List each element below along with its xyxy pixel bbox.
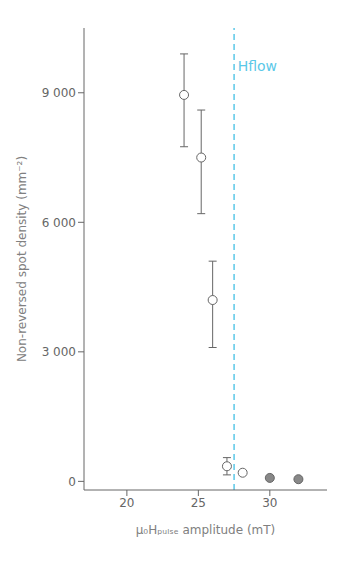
svg-text:30: 30 [262, 496, 277, 510]
svg-text:6 000: 6 000 [42, 216, 76, 230]
svg-text:20: 20 [119, 496, 134, 510]
svg-text:0: 0 [68, 475, 76, 489]
svg-text:Hflow: Hflow [238, 58, 277, 74]
svg-text:Non-reversed spot density (mm⁻: Non-reversed spot density (mm⁻²) [15, 156, 29, 362]
svg-text:μ₀Hₚᵤₗₛₑ amplitude (mT): μ₀Hₚᵤₗₛₑ amplitude (mT) [136, 523, 276, 537]
svg-text:25: 25 [191, 496, 206, 510]
svg-text:9 000: 9 000 [42, 86, 76, 100]
svg-text:3 000: 3 000 [42, 345, 76, 359]
